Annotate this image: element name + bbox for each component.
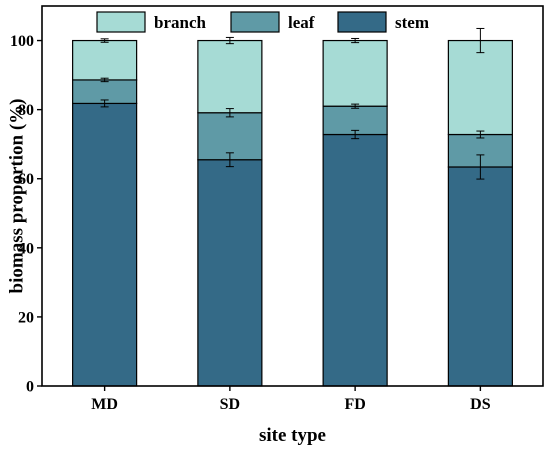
bar-leaf-sd [197, 112, 263, 161]
legend-label-leaf: leaf [288, 13, 315, 32]
y-axis-label: biomass proportion (%) [6, 99, 27, 294]
error-bar-stem-md [100, 99, 109, 108]
legend-item-leaf: leaf [230, 11, 315, 33]
x-tick-label: DS [470, 396, 491, 413]
legend-item-stem: stem [337, 11, 429, 33]
legend-swatch-branch [96, 11, 146, 33]
y-tick-label: 60 [18, 171, 34, 188]
legend-label-stem: stem [395, 13, 429, 32]
x-tick-label: FD [344, 396, 365, 413]
bar-stem-fd [322, 133, 388, 387]
error-bar-leaf-ds [476, 130, 485, 139]
bar-branch-ds [447, 39, 513, 136]
error-bar-stem-sd [225, 152, 234, 168]
legend-item-branch: branch [96, 11, 207, 33]
error-bar-branch-md [100, 38, 109, 43]
legend-label-branch: branch [154, 13, 207, 32]
bar-branch-fd [322, 39, 388, 107]
error-bar-branch-ds [476, 27, 485, 54]
x-tick-label: MD [91, 396, 118, 413]
error-bar-branch-fd [351, 37, 360, 44]
error-bar-leaf-md [100, 77, 109, 83]
bars-layer [72, 39, 513, 387]
x-axis: MD SD FD DS [91, 386, 491, 413]
x-tick-label: SD [220, 396, 240, 413]
y-tick-label: 0 [26, 379, 34, 396]
y-tick-label: 100 [10, 33, 34, 50]
bar-stem-sd [197, 159, 263, 387]
error-bar-stem-ds [476, 154, 485, 180]
x-axis-label: site type [259, 425, 326, 446]
error-bars-layer [100, 27, 485, 180]
error-bar-leaf-fd [351, 103, 360, 109]
y-tick-label: 80 [18, 102, 34, 119]
y-tick-label: 40 [18, 240, 34, 257]
plot-frame [41, 5, 544, 387]
y-axis: 0 20 40 60 80 100 [10, 33, 42, 396]
bar-stem-ds [447, 166, 513, 387]
error-bar-stem-fd [351, 129, 360, 140]
legend-swatch-leaf [230, 11, 280, 33]
error-bar-leaf-sd [225, 108, 234, 118]
bar-branch-md [72, 39, 138, 81]
error-bar-branch-sd [225, 36, 234, 45]
bar-stem-md [72, 102, 138, 387]
bar-branch-sd [197, 39, 263, 114]
legend: branch leaf stem [96, 11, 429, 33]
y-tick-label: 20 [18, 309, 34, 326]
legend-swatch-stem [337, 11, 387, 33]
